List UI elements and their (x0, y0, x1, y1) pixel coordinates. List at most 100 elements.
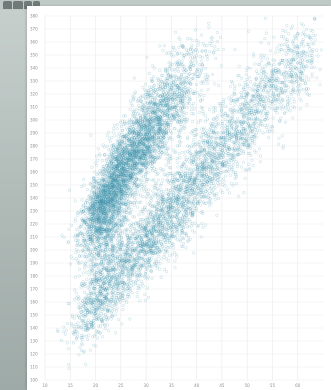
scatter-point (90, 238, 94, 242)
scatter-point (107, 201, 111, 205)
scatter-point (108, 217, 112, 221)
scatter-point (109, 192, 113, 196)
scatter-point (170, 68, 174, 72)
scatter-point (111, 202, 114, 206)
scatter-point (100, 200, 104, 203)
scatter-point (97, 214, 101, 218)
scatter-point (152, 75, 156, 79)
scatter-point (90, 206, 94, 209)
scatter-point (105, 323, 109, 327)
scatter-point (106, 205, 110, 208)
scatter-point (100, 222, 104, 226)
scatter-point (75, 257, 78, 261)
scatter-point (207, 21, 211, 25)
scatter-point (88, 252, 92, 256)
scatter-point (81, 236, 85, 240)
scatter-point (167, 129, 170, 133)
scatter-point (92, 343, 96, 347)
scatter-point (100, 208, 104, 212)
scatter-point (206, 88, 210, 92)
scatter-point (97, 217, 101, 221)
scatter-point (88, 242, 92, 245)
scatter-point (115, 200, 119, 204)
scatter-point (95, 200, 99, 203)
scatter-point (92, 220, 96, 224)
scatter-point (97, 227, 101, 231)
document-icon[interactable] (13, 1, 23, 9)
scatter-point (113, 181, 117, 185)
scatter-point (97, 224, 101, 228)
scatter-point (109, 227, 113, 231)
scatter-point (88, 200, 92, 204)
scatter-point (93, 209, 97, 212)
scatter-point (73, 235, 77, 239)
scatter-point (84, 362, 88, 366)
scatter-point (101, 202, 105, 206)
scatter-point (112, 171, 116, 175)
scatter-point (94, 220, 98, 223)
scatter-point (107, 189, 111, 193)
scatter-point (101, 189, 105, 193)
scatter-point (128, 107, 132, 111)
document-icon[interactable] (3, 1, 12, 9)
scatter-point (192, 107, 196, 111)
scatter-point (207, 25, 211, 29)
scatter-point (103, 327, 107, 331)
scatter-point (111, 162, 115, 166)
scatter-point (93, 183, 97, 187)
scatter-point (82, 222, 86, 226)
scatter-point (90, 186, 94, 190)
scatter-point (108, 200, 112, 204)
scatter-point (113, 123, 117, 127)
document-icon[interactable] (24, 1, 32, 9)
scatter-point (98, 152, 101, 156)
scatter-point (102, 204, 106, 208)
scatter-point (87, 273, 91, 277)
scatter-point (94, 161, 98, 165)
scatter-point (100, 228, 104, 231)
scatter-point (74, 250, 78, 254)
scatter-point (85, 243, 89, 247)
scatter-point (107, 182, 111, 186)
scatter-point (67, 363, 70, 367)
scatter-point (100, 198, 104, 202)
scatter-point (98, 229, 102, 233)
scatter-point (101, 204, 105, 208)
scatter-point (87, 232, 91, 236)
scatter-point (177, 45, 181, 49)
scatter-point (83, 267, 87, 270)
scatter-point (118, 170, 122, 174)
scatter-point (166, 139, 170, 143)
scatter-point (87, 225, 91, 229)
scatter-point (106, 204, 110, 207)
scatter-point (89, 182, 93, 186)
scatter-point (99, 240, 103, 244)
scatter-point (85, 230, 89, 234)
scatter-point (102, 216, 106, 220)
scatter-point (80, 325, 84, 329)
scatter-point (110, 185, 113, 189)
scatter-point (94, 189, 98, 193)
scatter-point (86, 337, 90, 341)
scatter-point (94, 185, 98, 189)
scatter-point (213, 82, 217, 86)
scatter-point (78, 254, 81, 258)
document-icon[interactable] (33, 1, 40, 9)
scatter-point (111, 216, 115, 220)
scatter-point (90, 190, 94, 194)
scatter-point (73, 199, 77, 203)
scatter-point (96, 206, 100, 210)
scatter-point (66, 347, 70, 351)
scatter-point (94, 226, 98, 230)
scatter-point (86, 224, 90, 228)
scatter-point (83, 252, 87, 256)
scatter-point (89, 212, 92, 216)
scatter-point (107, 209, 111, 213)
scatter-point (114, 169, 117, 173)
scatter-point (96, 336, 99, 340)
scatter-point (101, 193, 105, 197)
scatter-point (74, 248, 78, 252)
scatter-point (77, 249, 80, 253)
scatter-point (96, 223, 100, 227)
scatter-point (107, 137, 111, 141)
